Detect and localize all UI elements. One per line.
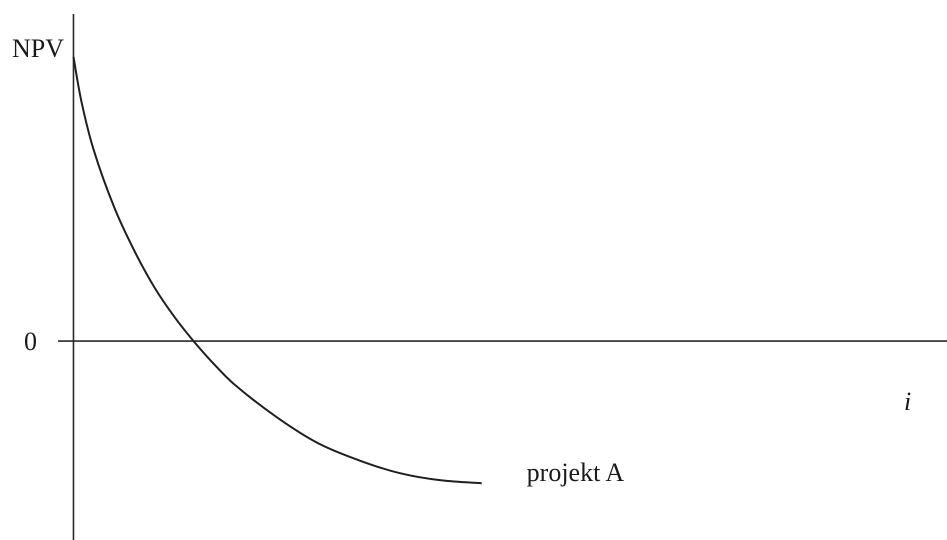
- labels-layer: NPV i 0 projekt A: [12, 34, 911, 487]
- y-axis-label: NPV: [12, 34, 64, 63]
- x-axis-label: i: [904, 387, 911, 416]
- npv-curve-series-0: [72, 56, 482, 485]
- axes: [58, 14, 947, 540]
- y-tick-label-0: 0: [24, 327, 37, 356]
- series-label-projekt-a: projekt A: [527, 458, 625, 487]
- series-layer: [72, 56, 482, 485]
